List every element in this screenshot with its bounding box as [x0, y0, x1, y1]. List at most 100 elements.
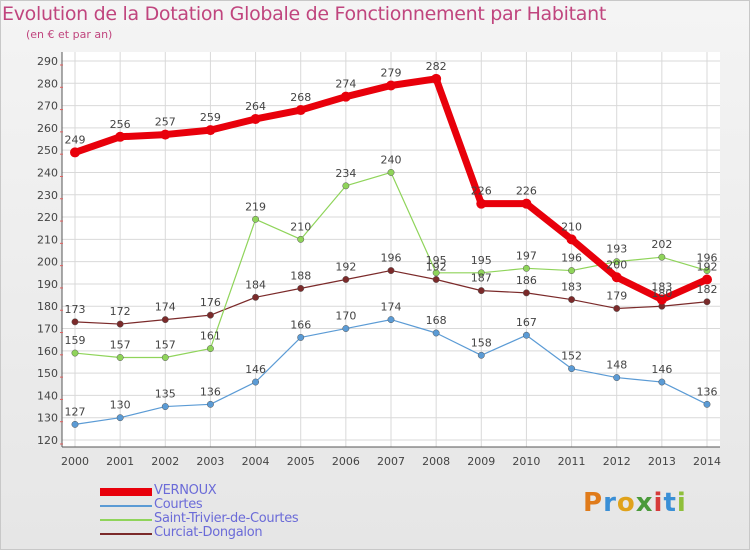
- data-label-curciat-dongalon: 183: [561, 281, 582, 294]
- data-label-saint-trivier: 157: [110, 339, 131, 352]
- x-tick-label: 2013: [648, 455, 676, 468]
- data-label-saint-trivier: 193: [606, 243, 627, 256]
- x-tick-label: 2005: [287, 455, 315, 468]
- data-label-courtes: 146: [245, 363, 266, 376]
- y-tick-label: 210: [37, 233, 58, 246]
- data-point-courtes: [613, 374, 621, 382]
- data-point-vernoux: [611, 272, 622, 283]
- y-tick-label: 240: [37, 166, 58, 179]
- y-tick-label: 230: [37, 189, 58, 202]
- x-tick-label: 2008: [422, 455, 450, 468]
- data-label-saint-trivier: 157: [155, 339, 176, 352]
- y-tick-label: 250: [37, 144, 58, 157]
- data-point-curciat-dongalon: [568, 296, 576, 303]
- x-tick-label: 2011: [558, 455, 586, 468]
- logo-letter: P: [583, 488, 604, 518]
- data-point-courtes: [71, 420, 79, 428]
- data-point-courtes: [116, 414, 124, 422]
- y-tick-label: 130: [37, 412, 58, 425]
- data-point-courtes: [297, 333, 305, 341]
- data-point-courtes: [658, 378, 666, 386]
- data-label-curciat-dongalon: 192: [335, 260, 356, 273]
- data-label-courtes: 146: [651, 363, 672, 376]
- data-point-curciat-dongalon: [477, 287, 485, 295]
- data-point-curciat-dongalon: [342, 276, 350, 283]
- data-label-saint-trivier: 240: [381, 153, 402, 166]
- data-point-curciat-dongalon: [252, 293, 260, 301]
- x-tick-label: 2000: [61, 455, 89, 468]
- data-point-curciat-dongalon: [297, 284, 305, 292]
- data-point-courtes: [568, 365, 576, 373]
- data-label-curciat-dongalon: 186: [516, 274, 537, 287]
- data-label-vernoux: 183: [651, 281, 672, 294]
- data-label-courtes: 127: [65, 405, 86, 418]
- data-point-vernoux: [250, 113, 261, 124]
- data-label-vernoux: 210: [561, 220, 582, 233]
- data-point-curciat-dongalon: [161, 316, 169, 324]
- y-tick-label: 160: [37, 345, 58, 358]
- data-label-courtes: 130: [110, 399, 131, 412]
- data-label-vernoux: 274: [335, 78, 356, 91]
- data-point-vernoux: [295, 105, 306, 116]
- y-tick-label: 170: [37, 323, 58, 336]
- legend-label-vernoux: VERNOUX: [154, 483, 217, 498]
- data-label-saint-trivier: 210: [290, 220, 311, 233]
- logo-letter: i: [653, 488, 664, 518]
- data-labels: 249 256 257 259 264 268 274 279 282 226 226 210 200 1…: [65, 60, 718, 419]
- data-point-vernoux: [205, 125, 216, 136]
- y-tick-label: 280: [37, 77, 58, 90]
- data-point-saint-trivier: [161, 354, 169, 361]
- data-label-saint-trivier: 197: [516, 249, 537, 262]
- data-label-courtes: 166: [290, 318, 311, 331]
- data-label-vernoux: 257: [155, 116, 176, 129]
- data-point-saint-trivier: [477, 269, 485, 277]
- data-point-vernoux: [521, 198, 532, 209]
- data-label-curciat-dongalon: 188: [290, 269, 311, 282]
- y-tick-label: 140: [37, 389, 58, 402]
- data-label-curciat-dongalon: 172: [110, 305, 131, 318]
- data-label-courtes: 170: [335, 310, 356, 323]
- data-label-saint-trivier: 202: [651, 238, 672, 251]
- data-point-vernoux: [476, 198, 487, 209]
- data-label-courtes: 136: [200, 385, 221, 398]
- data-label-saint-trivier: 195: [471, 254, 492, 267]
- data-label-curciat-dongalon: 192: [426, 260, 447, 273]
- data-point-courtes: [206, 400, 214, 408]
- y-tick-label: 200: [37, 256, 58, 269]
- data-label-saint-trivier: 196: [697, 252, 718, 265]
- legend-swatch-curciat-dongalon: [100, 533, 152, 535]
- x-tick-label: 2001: [106, 455, 134, 468]
- x-tick-label: 2003: [196, 455, 224, 468]
- data-label-vernoux: 192: [697, 260, 718, 273]
- legend-swatch-vernoux: [100, 488, 152, 496]
- data-point-vernoux: [340, 91, 351, 102]
- legend-swatch-saint-trivier: [100, 519, 152, 521]
- x-tick-label: 2014: [693, 455, 721, 468]
- y-tick-label: 220: [37, 211, 58, 224]
- x-tick-label: 2009: [467, 455, 495, 468]
- data-label-vernoux: 282: [426, 60, 447, 73]
- x-tick-label: 2002: [151, 455, 179, 468]
- data-label-vernoux: 279: [381, 67, 402, 80]
- data-label-vernoux: 200: [606, 258, 627, 271]
- data-label-saint-trivier: 159: [65, 334, 86, 347]
- logo-letter: t: [663, 488, 677, 518]
- x-tick-label: 2010: [512, 455, 540, 468]
- data-point-vernoux: [566, 234, 577, 245]
- data-point-saint-trivier: [71, 349, 79, 357]
- proxiti-logo: Proxiti: [583, 488, 687, 518]
- data-label-courtes: 152: [561, 350, 582, 363]
- series-layer: [70, 73, 712, 428]
- data-label-vernoux: 264: [245, 100, 266, 113]
- data-label-courtes: 158: [471, 336, 492, 349]
- y-tick-label: 190: [37, 278, 58, 291]
- data-point-vernoux: [386, 80, 396, 91]
- data-point-saint-trivier: [522, 264, 530, 272]
- data-point-courtes: [477, 351, 485, 359]
- data-label-saint-trivier: 234: [335, 167, 356, 180]
- data-label-curciat-dongalon: 173: [65, 303, 86, 316]
- data-point-vernoux: [431, 73, 442, 84]
- data-point-saint-trivier: [658, 253, 666, 261]
- x-tick-label: 2012: [603, 455, 631, 468]
